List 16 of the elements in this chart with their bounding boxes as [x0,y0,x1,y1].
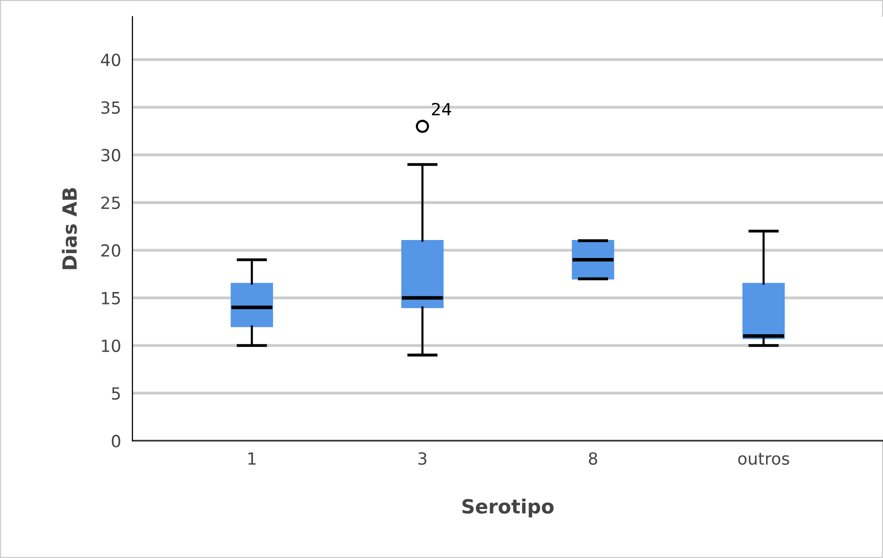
y-tick-label: 20 [101,244,120,257]
y-tick-label: 35 [101,101,120,114]
y-tick-label: 30 [101,148,120,162]
y-tick-label: 40 [100,54,120,66]
annotation: 24 [432,102,452,116]
y-tick-label: 0 [112,434,120,448]
y-tick-label: 25 [101,196,120,210]
y-tick-label: 15 [102,292,120,304]
x-tick-label: 8 [588,452,598,465]
x-tick-label: outros [738,452,790,465]
x-tick-label: 3 [418,452,426,465]
y-tick-label: 10 [102,339,120,352]
y-axis-title: Dias AB [62,188,77,270]
x-axis-title: Serotipo [462,498,554,518]
y-tick-label: 5 [112,387,120,400]
x-tick-label: 1 [248,452,256,465]
